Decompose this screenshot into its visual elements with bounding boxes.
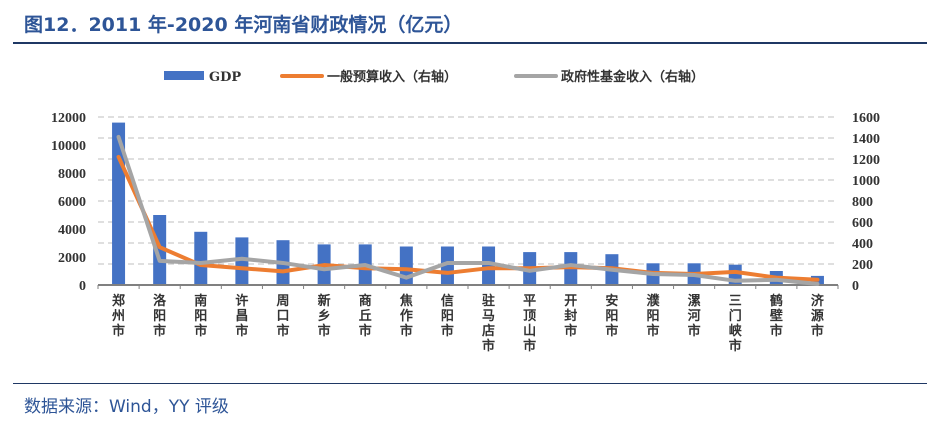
x-category-label: 周口市: [276, 294, 289, 339]
bar-信阳市: [440, 246, 454, 285]
bar-南阳市: [194, 231, 208, 285]
y-left-tick: 2000: [58, 251, 86, 266]
source-note: 数据来源：Wind，YY 评级: [24, 397, 229, 417]
y-right-tick: 1400: [852, 132, 880, 147]
legend-swatch: [164, 71, 204, 80]
line-series-2: [116, 134, 820, 286]
y-right-tick: 800: [852, 195, 873, 210]
y-right-tick: 400: [852, 237, 873, 252]
x-category-label: 信阳市: [441, 293, 454, 339]
y-right-tick: 1200: [852, 153, 880, 168]
legend-label: 政府性基金收入（右轴）: [561, 69, 704, 85]
title-divider: [13, 42, 927, 44]
y-right-tick: 600: [852, 216, 873, 231]
line-series-1: [116, 154, 820, 282]
x-category-label: 洛阳市: [153, 293, 167, 339]
bar-洛阳市: [153, 215, 167, 285]
x-category-label: 鹤壁市: [770, 293, 783, 339]
legend-label: 一般预算收入（右轴）: [327, 69, 457, 85]
y-right-tick: 1000: [852, 174, 880, 189]
x-category-label: 南阳市: [194, 293, 207, 339]
y-right-tick: 200: [852, 258, 873, 273]
x-category-label: 驻马店市: [482, 293, 495, 354]
x-category-label: 平顶山市: [523, 294, 536, 354]
x-category-label: 许昌市: [235, 293, 248, 339]
y-right-tick: 1600: [852, 111, 880, 126]
x-category-label: 郑州市: [111, 293, 125, 339]
y-left-tick: 12000: [51, 111, 86, 126]
x-category-label: 新乡市: [318, 293, 331, 339]
y-left-tick: 8000: [58, 167, 86, 182]
bar-驻马店市: [482, 246, 496, 285]
legend-label: GDP: [209, 70, 241, 85]
x-category-label: 三门峡市: [729, 294, 743, 354]
source-divider: [13, 383, 927, 384]
x-category-label: 商丘市: [359, 293, 372, 339]
y-left-tick: 0: [79, 279, 86, 294]
chart-title: 图12．2011 年-2020 年河南省财政情况（亿元）: [24, 14, 463, 36]
x-category-label: 济源市: [811, 293, 825, 339]
y-left-tick: 6000: [58, 195, 86, 210]
x-category-label: 焦作市: [399, 293, 413, 339]
y-left-tick: 4000: [58, 223, 86, 238]
x-category-label: 安阳市: [605, 293, 618, 339]
x-category-label: 开封市: [564, 294, 577, 339]
y-right-tick: 0: [852, 279, 859, 294]
x-category-label: 漯河市: [688, 294, 701, 339]
y-left-tick: 10000: [51, 139, 86, 154]
bar-许昌市: [235, 237, 249, 285]
x-category-label: 濮阳市: [646, 293, 660, 339]
